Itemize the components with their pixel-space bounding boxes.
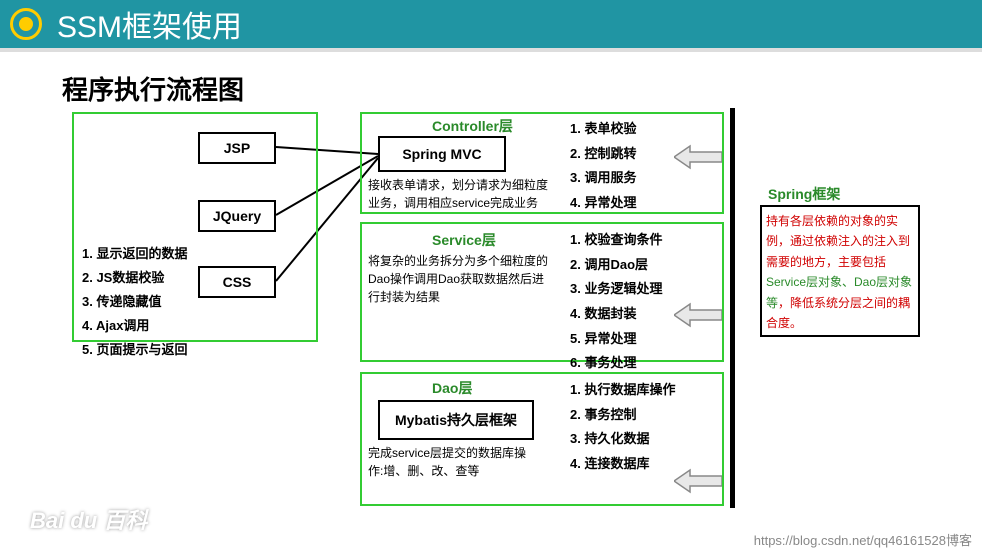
tech-box-css: CSS bbox=[198, 266, 276, 298]
layer-title-2: Dao层 bbox=[432, 378, 472, 398]
list-item: 3. 持久化数据 bbox=[570, 427, 675, 452]
list-item: 2. 控制跳转 bbox=[570, 142, 636, 167]
arrow-2 bbox=[674, 468, 722, 494]
header-bullet-inner bbox=[19, 17, 33, 31]
desc-line: 作:增、删、改、查等 bbox=[368, 462, 568, 480]
desc-line: 接收表单请求，划分请求为细粒度 bbox=[368, 176, 568, 194]
list-item: 4. 连接数据库 bbox=[570, 452, 675, 477]
watermark-csdn: https://blog.csdn.net/qq46161528博客 bbox=[754, 530, 972, 549]
list-item: 3. 业务逻辑处理 bbox=[570, 277, 662, 302]
list-item: 5. 页面提示与返回 bbox=[82, 338, 187, 362]
diagram-subtitle: 程序执行流程图 bbox=[62, 70, 244, 107]
layer-title-0: Controller层 bbox=[432, 116, 513, 136]
list-item: 2. 调用Dao层 bbox=[570, 253, 662, 278]
list-item: 1. 显示返回的数据 bbox=[82, 242, 187, 266]
arrow-1 bbox=[674, 302, 722, 328]
layer-inner-box-0: Spring MVC bbox=[378, 136, 506, 172]
vertical-bar bbox=[730, 108, 735, 508]
desc-line: 将复杂的业务拆分为多个细粒度的 bbox=[368, 252, 568, 270]
list-item: 4. Ajax调用 bbox=[82, 314, 187, 338]
desc-line: 完成service层提交的数据库操 bbox=[368, 444, 568, 462]
list-item: 1. 执行数据库操作 bbox=[570, 378, 675, 403]
diagram-canvas: 程序执行流程图 JSPJQueryCSS1. 显示返回的数据2. JS数据校验3… bbox=[0, 52, 982, 555]
header-title: SSM框架使用 bbox=[57, 2, 242, 46]
layer-title-1: Service层 bbox=[432, 230, 496, 250]
list-item: 2. JS数据校验 bbox=[82, 266, 187, 290]
list-item: 3. 传递隐藏值 bbox=[82, 290, 187, 314]
arrow-0 bbox=[674, 144, 722, 170]
watermark-baidu: Bai du 百科 bbox=[30, 503, 147, 535]
desc-line: 业务，调用相应service完成业务 bbox=[368, 194, 568, 212]
layer-desc-0: 接收表单请求，划分请求为细粒度业务，调用相应service完成业务 bbox=[368, 176, 568, 212]
tech-box-jsp: JSP bbox=[198, 132, 276, 164]
tech-box-jquery: JQuery bbox=[198, 200, 276, 232]
desc-line: 行封装为结果 bbox=[368, 288, 568, 306]
list-item: 1. 表单校验 bbox=[570, 117, 636, 142]
header: SSM框架使用 bbox=[0, 0, 982, 52]
layer-inner-box-2: Mybatis持久层框架 bbox=[378, 400, 534, 440]
list-item: 1. 校验查询条件 bbox=[570, 228, 662, 253]
left-feature-list: 1. 显示返回的数据2. JS数据校验3. 传递隐藏值4. Ajax调用5. 页… bbox=[82, 242, 187, 362]
layer-desc-2: 完成service层提交的数据库操作:增、删、改、查等 bbox=[368, 444, 568, 480]
layer-list-0: 1. 表单校验2. 控制跳转3. 调用服务4. 异常处理 bbox=[570, 117, 636, 216]
desc-line: Dao操作调用Dao获取数据然后进 bbox=[368, 270, 568, 288]
header-bullet-icon bbox=[10, 8, 42, 40]
list-item: 2. 事务控制 bbox=[570, 403, 675, 428]
list-item: 4. 数据封装 bbox=[570, 302, 662, 327]
layer-list-2: 1. 执行数据库操作2. 事务控制3. 持久化数据4. 连接数据库 bbox=[570, 378, 675, 477]
list-item: 3. 调用服务 bbox=[570, 166, 636, 191]
spring-title: Spring框架 bbox=[768, 184, 840, 204]
list-item: 4. 异常处理 bbox=[570, 191, 636, 216]
layer-list-1: 1. 校验查询条件2. 调用Dao层3. 业务逻辑处理4. 数据封装5. 异常处… bbox=[570, 228, 662, 376]
list-item: 5. 异常处理 bbox=[570, 327, 662, 352]
layer-desc-1: 将复杂的业务拆分为多个细粒度的Dao操作调用Dao获取数据然后进行封装为结果 bbox=[368, 252, 568, 306]
spring-text: 持有各层依赖的对象的实例，通过依赖注入的注入到需要的地方，主要包括Service… bbox=[766, 211, 914, 333]
